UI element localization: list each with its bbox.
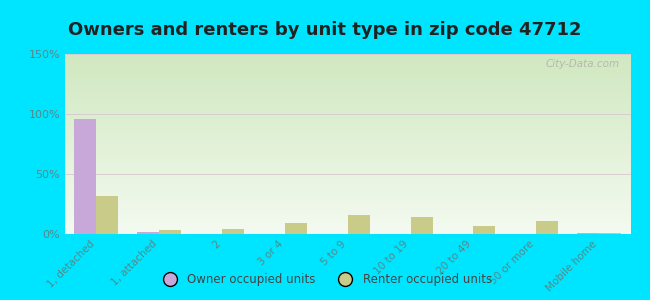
Bar [348, 215, 370, 234]
Bar [74, 119, 96, 234]
Bar [285, 223, 307, 234]
Bar [473, 226, 495, 234]
Bar [159, 230, 181, 234]
Bar [536, 221, 558, 234]
Bar [96, 196, 118, 234]
Legend: Owner occupied units, Renter occupied units: Owner occupied units, Renter occupied un… [153, 269, 497, 291]
Bar [411, 217, 432, 234]
Bar [222, 229, 244, 234]
Text: City-Data.com: City-Data.com [545, 59, 619, 69]
Bar [599, 233, 621, 234]
Bar [577, 233, 599, 234]
Text: Owners and renters by unit type in zip code 47712: Owners and renters by unit type in zip c… [68, 21, 582, 39]
Bar [137, 232, 159, 234]
